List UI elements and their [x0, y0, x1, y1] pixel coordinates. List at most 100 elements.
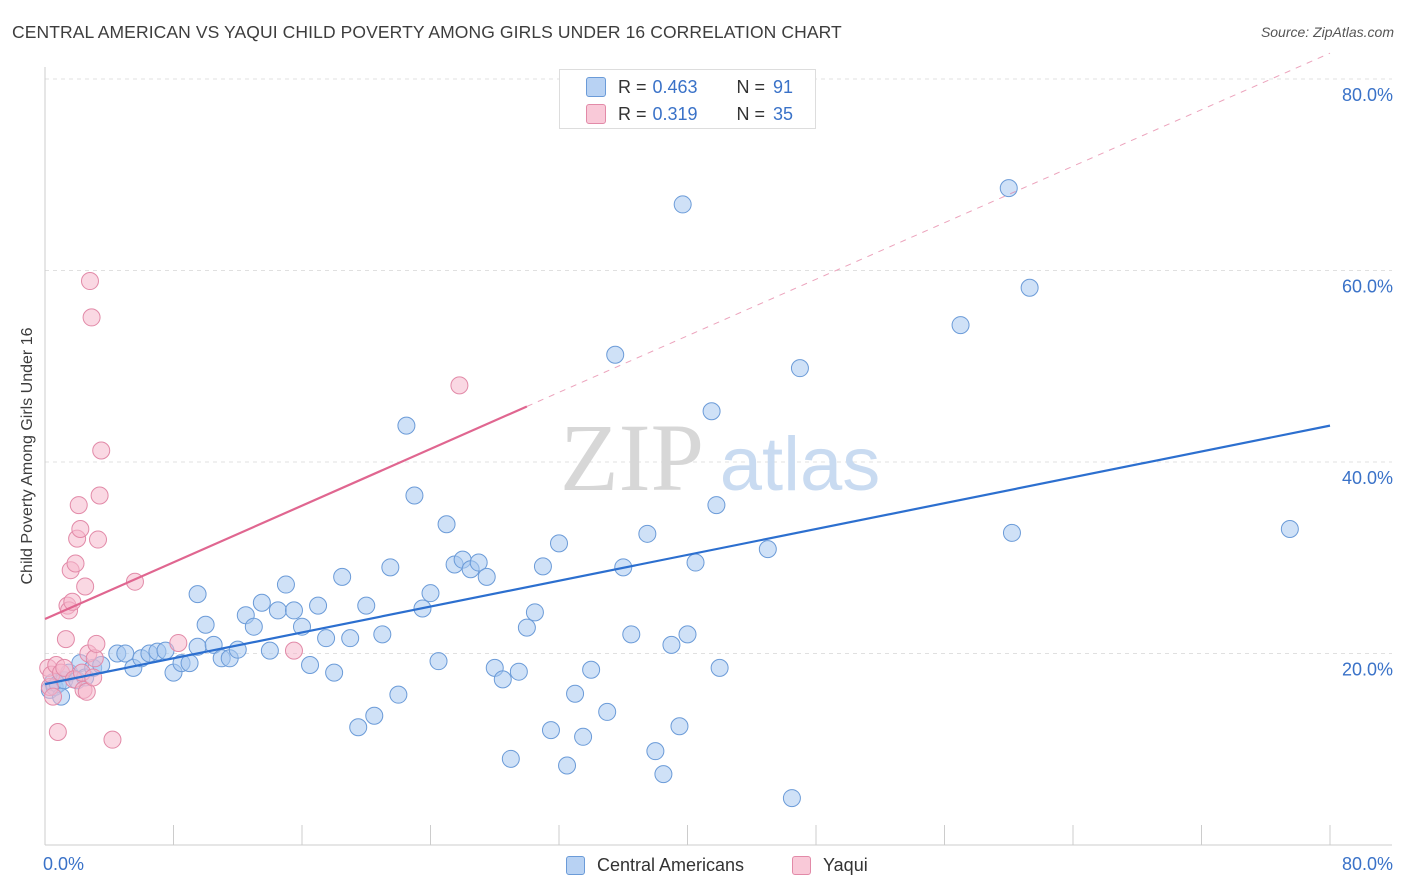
central-americans-point-70 — [566, 684, 585, 703]
central-americans-point-35 — [284, 601, 303, 620]
legend-item-central-americans[interactable]: Central Americans — [566, 852, 744, 878]
central-americans-point-53 — [429, 652, 448, 671]
central-americans-point-32 — [260, 641, 279, 660]
central-americans-point-77 — [638, 524, 657, 543]
legend-swatch-pink — [586, 104, 606, 124]
central-americans-point-58 — [469, 553, 488, 572]
y-tick-label-1: 40.0% — [1342, 468, 1393, 488]
central-americans-point-93 — [1002, 523, 1021, 542]
grid-lines — [45, 78, 1392, 654]
central-americans-point-24 — [196, 615, 215, 634]
legend-n-label: N = — [736, 103, 766, 124]
central-americans-point-81 — [670, 717, 689, 736]
yaqui-point-30 — [92, 441, 111, 460]
central-americans-point-66 — [533, 557, 552, 576]
central-americans-point-87 — [673, 195, 692, 214]
central-americans-point-37 — [301, 655, 320, 674]
tick-labels: 20.0% 40.0% 60.0% 80.0% 0.0% 80.0% — [43, 85, 1393, 874]
central-americans-point-33 — [268, 601, 287, 620]
central-americans-point-80 — [662, 635, 681, 654]
series-legend: Central Americans Yaqui — [0, 852, 1406, 878]
central-americans-point-52 — [421, 584, 440, 603]
yaqui-point-29 — [90, 486, 109, 505]
legend-r-value: 0.319 — [652, 103, 698, 124]
central-americans-point-69 — [558, 756, 577, 775]
trend-line-central-americans — [44, 424, 1331, 686]
stats-legend: R = 0.463 N = 91 R = 0.319 N = 35 — [559, 69, 816, 129]
central-americans-point-47 — [381, 558, 400, 577]
yaqui-point-20 — [76, 577, 95, 596]
yaqui-point-3 — [44, 687, 63, 706]
central-americans-point-30 — [244, 617, 263, 636]
central-americans-point-44 — [357, 596, 376, 615]
central-americans-point-46 — [373, 625, 392, 644]
central-americans-point-91 — [951, 316, 970, 335]
central-americans-point-68 — [550, 534, 568, 553]
y-tick-label-0: 20.0% — [1342, 660, 1393, 680]
central-americans-point-92 — [999, 179, 1018, 198]
central-americans-point-63 — [509, 662, 528, 681]
yaqui-point-27 — [87, 634, 106, 653]
central-americans-point-34 — [276, 575, 295, 594]
central-americans-point-83 — [686, 553, 705, 572]
yaqui-point-34 — [284, 641, 303, 660]
yaqui-point-33 — [169, 633, 188, 652]
y-tick-label-2: 60.0% — [1342, 277, 1393, 297]
legend-row-yaqui: R = 0.319 N = 35 — [586, 101, 793, 127]
yaqui-point-5 — [48, 723, 67, 742]
central-americans-point-49 — [397, 416, 416, 435]
yaqui-point-16 — [69, 496, 88, 515]
source-label: Source: ZipAtlas.com — [1260, 24, 1394, 40]
central-americans-point-71 — [574, 727, 593, 746]
yaqui-point-7 — [55, 658, 74, 677]
legend-label-yaqui: Yaqui — [823, 854, 868, 875]
central-americans-point-54 — [437, 515, 456, 534]
central-americans-point-73 — [598, 702, 617, 721]
central-americans-point-61 — [493, 670, 512, 689]
watermark-zip: ZIP — [560, 404, 704, 511]
axes — [44, 67, 1392, 846]
central-americans-point-74 — [606, 345, 625, 364]
central-americans-point-65 — [525, 603, 544, 622]
trend-lines — [44, 52, 1331, 686]
yaqui-point-8 — [56, 630, 75, 649]
yaqui-point-25 — [84, 668, 103, 687]
central-americans-point-42 — [341, 629, 360, 648]
central-americans-point-67 — [541, 721, 560, 740]
central-americans-point-84 — [702, 402, 721, 421]
central-americans-point-88 — [758, 540, 777, 559]
trend-extension-yaqui — [526, 52, 1331, 407]
central-americans-point-79 — [654, 765, 673, 784]
central-americans-point-48 — [389, 685, 408, 704]
central-americans-point-90 — [790, 359, 809, 378]
central-americans-point-23 — [188, 585, 207, 604]
legend-n-value: 35 — [773, 103, 794, 124]
central-americans-point-94 — [1020, 278, 1039, 297]
central-americans-point-78 — [646, 742, 665, 761]
legend-r-label: R = — [618, 103, 647, 124]
central-americans-point-72 — [582, 660, 601, 679]
central-americans-point-31 — [252, 593, 271, 612]
yaqui-point-28 — [89, 530, 108, 549]
central-americans-point-39 — [317, 629, 336, 648]
central-americans-point-62 — [501, 749, 520, 768]
legend-r-label: R = — [618, 76, 647, 97]
legend-item-yaqui[interactable]: Yaqui — [792, 852, 868, 878]
legend-n-value: 91 — [773, 76, 794, 97]
central-americans-point-82 — [678, 625, 697, 644]
legend-swatch-blue — [566, 855, 585, 875]
central-americans-point-95 — [1280, 520, 1299, 539]
central-americans-point-59 — [477, 567, 496, 586]
central-americans-point-85 — [707, 496, 726, 515]
trend-line-yaqui — [44, 405, 528, 621]
zipatlas-watermark: ZIP atlas — [560, 404, 880, 511]
central-americans-point-40 — [325, 663, 344, 682]
x-tick-label-0: 0.0% — [43, 854, 84, 874]
central-americans-point-76 — [622, 625, 641, 644]
chart-title: CENTRAL AMERICAN VS YAQUI CHILD POVERTY … — [12, 22, 842, 42]
central-americans-point-50 — [405, 486, 424, 505]
central-americans-point-38 — [309, 596, 328, 615]
yaqui-point-17 — [71, 520, 90, 539]
legend-swatch-blue — [586, 77, 606, 97]
x-tick-label-1: 80.0% — [1342, 854, 1393, 874]
